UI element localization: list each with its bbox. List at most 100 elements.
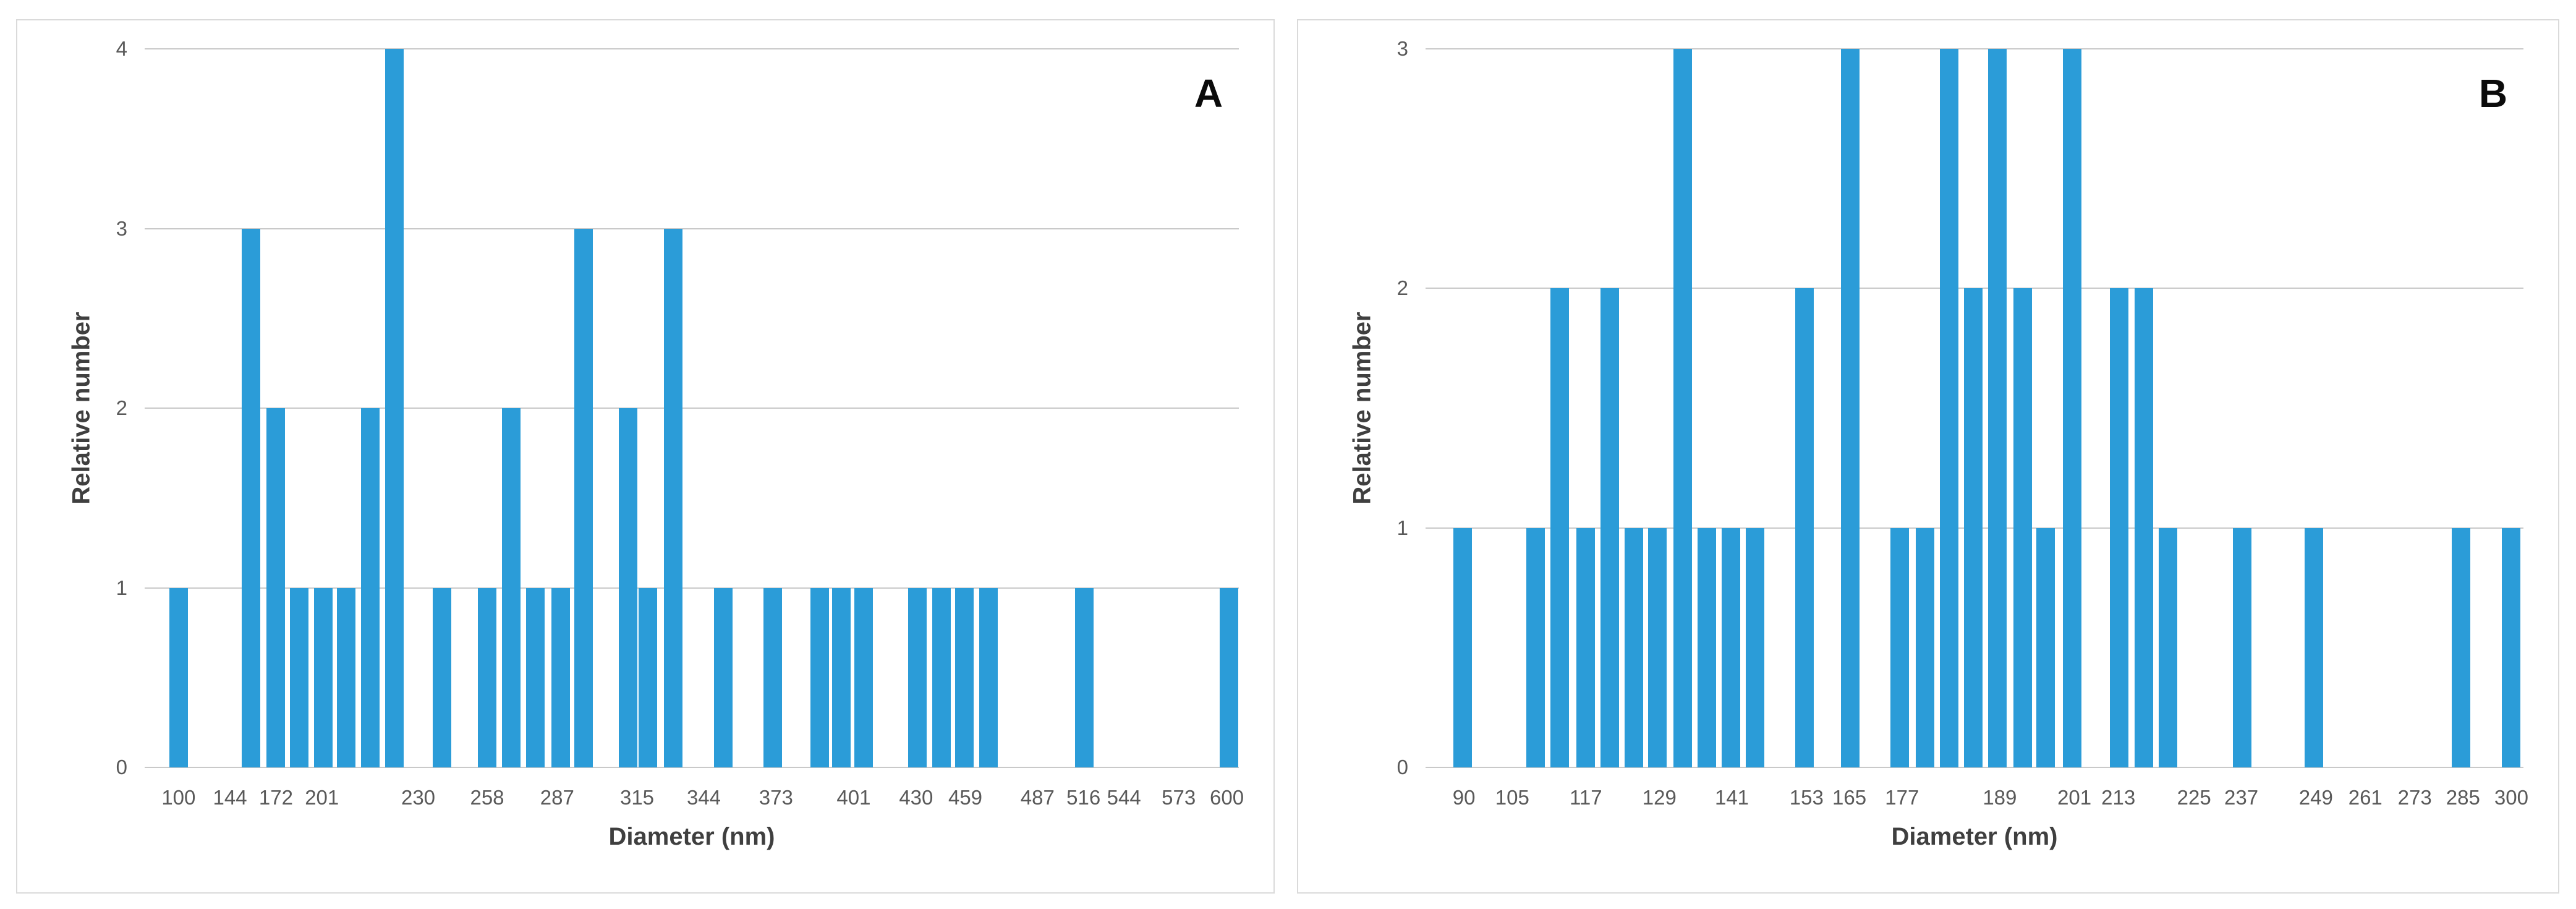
gridline xyxy=(145,228,1239,229)
histogram-bar xyxy=(289,587,308,767)
histogram-bar xyxy=(2036,527,2055,767)
x-tick-label: 430 xyxy=(899,786,933,809)
histogram-bar xyxy=(478,587,496,767)
x-tick-label: 600 xyxy=(1209,786,1244,809)
x-axis-title: Diameter (nm) xyxy=(1891,823,2058,850)
histogram-bar xyxy=(2013,288,2033,767)
x-tick-label: 573 xyxy=(1162,786,1196,809)
x-tick-label: 213 xyxy=(2101,786,2136,809)
x-tick-label: 165 xyxy=(1832,786,1867,809)
x-tick-label: 487 xyxy=(1020,786,1055,809)
x-tick-label: 315 xyxy=(619,786,655,809)
histogram-bar xyxy=(2502,527,2521,767)
y-tick-label: 2 xyxy=(116,396,127,419)
histogram-bar xyxy=(1890,527,1910,767)
x-tick-label: 285 xyxy=(2446,786,2480,809)
histogram-bar xyxy=(501,408,521,767)
histogram-bar xyxy=(763,587,782,767)
histogram-bar xyxy=(663,228,682,767)
x-tick-label: 100 xyxy=(161,786,196,809)
x-tick-label: 129 xyxy=(1642,786,1677,809)
histogram-bar xyxy=(2063,49,2082,767)
x-tick-label: 90 xyxy=(1452,786,1476,809)
histogram-bar xyxy=(932,587,951,767)
histogram-bar xyxy=(2233,527,2252,767)
histogram-bar xyxy=(1795,288,1814,767)
histogram-bar xyxy=(954,587,974,767)
histogram-bar xyxy=(832,587,851,767)
histogram-bar xyxy=(1841,49,1860,767)
histogram-bar xyxy=(2134,288,2153,767)
histogram-bar xyxy=(169,587,188,767)
histogram-bar xyxy=(336,587,355,767)
histogram-bar xyxy=(810,587,830,767)
y-tick-label: 2 xyxy=(1396,276,1408,300)
gridline xyxy=(145,767,1239,768)
histogram-bar xyxy=(2304,527,2323,767)
histogram-bar xyxy=(1600,288,1620,767)
histogram-bar xyxy=(854,587,873,767)
gridline xyxy=(145,587,1239,589)
histogram-bar xyxy=(619,408,638,767)
y-tick-label: 0 xyxy=(116,756,127,779)
histogram-bar xyxy=(714,587,733,767)
histogram-bar xyxy=(433,587,452,767)
histogram-bar xyxy=(1220,587,1239,767)
y-tick-label: 3 xyxy=(116,216,127,240)
x-tick-label: 287 xyxy=(540,786,574,809)
x-tick-label: 201 xyxy=(2057,786,2092,809)
histogram-bar xyxy=(385,49,404,767)
panel-letter: A xyxy=(1194,71,1223,116)
histogram-bar xyxy=(908,587,927,767)
x-tick-label: 105 xyxy=(1495,786,1529,809)
histogram-bar xyxy=(1697,527,1716,767)
x-tick-label: 144 xyxy=(213,786,247,809)
histogram-bar xyxy=(1745,527,1764,767)
x-tick-label: 201 xyxy=(305,786,339,809)
histogram-bar xyxy=(1550,288,1569,767)
histogram-bar xyxy=(313,587,333,767)
histogram-bar xyxy=(1647,527,1667,767)
histogram-bar xyxy=(1075,587,1094,767)
histogram-bar xyxy=(241,228,260,767)
x-tick-label: 544 xyxy=(1107,786,1141,809)
x-tick-label: 172 xyxy=(258,786,293,809)
x-tick-label: 189 xyxy=(1983,786,2017,809)
x-axis-title: Diameter (nm) xyxy=(608,823,775,850)
gridline xyxy=(1426,767,2523,768)
histogram-bar xyxy=(2158,527,2177,767)
histogram-bar xyxy=(1453,527,1473,767)
histogram-bar xyxy=(525,587,545,767)
x-tick-label: 401 xyxy=(836,786,871,809)
histogram-bar xyxy=(1625,527,1644,767)
y-axis-title: Relative number xyxy=(1348,312,1376,505)
x-tick-label: 177 xyxy=(1885,786,1919,809)
x-tick-label: 225 xyxy=(2177,786,2211,809)
histogram-bar xyxy=(1964,288,1983,767)
y-axis-title: Relative number xyxy=(67,312,95,505)
y-tick-label: 3 xyxy=(1396,37,1408,60)
gridline xyxy=(145,48,1239,49)
x-tick-label: 237 xyxy=(2224,786,2259,809)
gridline xyxy=(1426,48,2523,49)
gridline xyxy=(145,408,1239,409)
plot-area xyxy=(145,48,1239,768)
x-tick-label: 459 xyxy=(948,786,983,809)
y-tick-label: 1 xyxy=(116,576,127,599)
histogram-panel-a: 0 1 2 3 4 100 144 172 201 230 258 287 315 344 373 401 43… xyxy=(16,19,1275,894)
histogram-bar xyxy=(1526,527,1545,767)
histogram-bar xyxy=(360,408,380,767)
histogram-bar xyxy=(574,228,593,767)
histogram-panel-b: 0 1 2 3 90 105 117 129 141 153 165 177 189 201 213 225 2… xyxy=(1297,19,2559,894)
histogram-bar xyxy=(1916,527,1935,767)
plot-area xyxy=(1426,48,2523,768)
histogram-bar xyxy=(1988,49,2007,767)
histogram-bar xyxy=(979,587,998,767)
x-tick-label: 230 xyxy=(401,786,436,809)
histogram-bar xyxy=(551,587,570,767)
x-tick-label: 261 xyxy=(2348,786,2383,809)
histogram-bar xyxy=(1940,49,1959,767)
x-tick-label: 516 xyxy=(1066,786,1101,809)
x-tick-label: 258 xyxy=(470,786,504,809)
